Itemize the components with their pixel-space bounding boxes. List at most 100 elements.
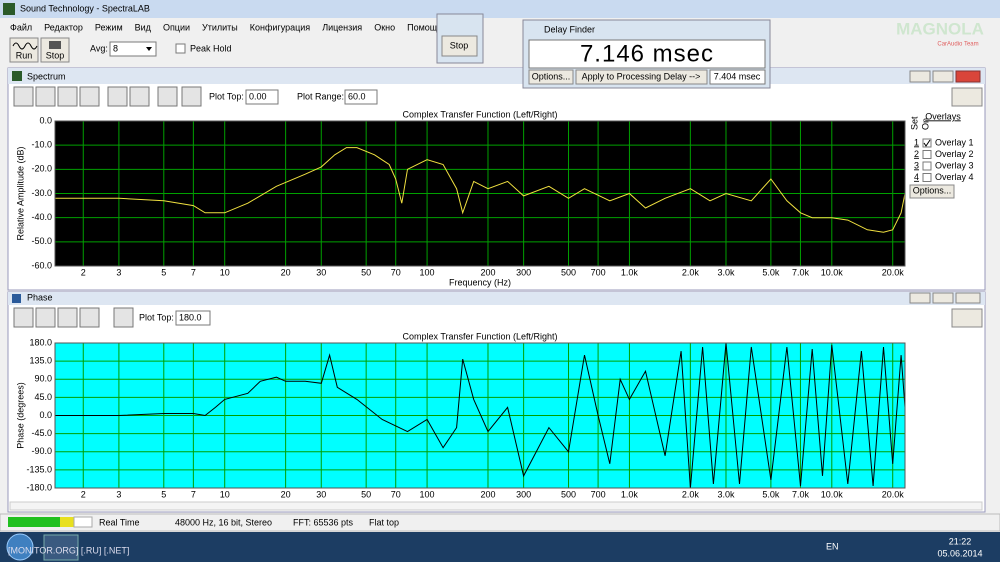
menu-item[interactable]: Конфигурация bbox=[250, 22, 311, 32]
phase-mode-button[interactable] bbox=[951, 308, 983, 328]
watermark-logo: MAGNOLA bbox=[896, 19, 984, 38]
delay-field-value: 7.404 msec bbox=[714, 71, 761, 81]
peak-hold-checkbox[interactable] bbox=[175, 43, 186, 54]
menu-item[interactable]: Помощь bbox=[407, 22, 442, 32]
x-tick-label: 3 bbox=[116, 267, 121, 277]
overlay-checkbox[interactable] bbox=[922, 138, 932, 148]
menu-item[interactable]: Редактор bbox=[44, 22, 83, 32]
overlay-check bbox=[923, 139, 931, 147]
overlays-header: Overlays bbox=[925, 111, 961, 121]
status-bar bbox=[0, 513, 1000, 532]
run-button[interactable] bbox=[9, 37, 39, 63]
x-tick-label: 200 bbox=[480, 267, 495, 277]
y-tick-label: 0.0 bbox=[39, 410, 52, 420]
overlay-index: 2 bbox=[914, 149, 919, 159]
apply-delay-button[interactable] bbox=[575, 69, 708, 85]
overlay-options-button[interactable] bbox=[909, 184, 955, 199]
x-tick-label: 100 bbox=[420, 267, 435, 277]
level-meter-yellow bbox=[60, 517, 74, 527]
menu-item[interactable]: Окно bbox=[374, 22, 395, 32]
y-tick-label: 90.0 bbox=[34, 374, 52, 384]
avg-combo[interactable] bbox=[109, 41, 157, 57]
phase-chart: Complex Transfer Function (Left/Right) Ph… bbox=[15, 331, 906, 499]
spectrum-mode-button[interactable] bbox=[951, 87, 983, 107]
x-tick-label: 2 bbox=[81, 267, 86, 277]
plot-range-input[interactable] bbox=[344, 89, 378, 105]
overlay-checkbox[interactable] bbox=[922, 150, 932, 159]
menu-item[interactable]: Лицензия bbox=[322, 22, 362, 32]
x-tick-label: 100 bbox=[420, 489, 435, 499]
spectrum-title-bar bbox=[8, 68, 985, 84]
minimize[interactable] bbox=[909, 292, 931, 304]
x-tick-label: 20.0k bbox=[882, 489, 905, 499]
menu-item[interactable]: Вид bbox=[135, 22, 152, 32]
window-controls bbox=[909, 70, 981, 83]
phase-plot-top-input[interactable] bbox=[175, 310, 211, 326]
title-bar bbox=[0, 0, 1000, 18]
level-meter-green bbox=[8, 517, 60, 527]
overlay-checkbox[interactable] bbox=[922, 161, 932, 171]
x-tick-label: 7.0k bbox=[792, 267, 810, 277]
taskbar bbox=[0, 532, 1000, 562]
delay-options-button[interactable] bbox=[528, 69, 574, 85]
tool-button bbox=[13, 307, 34, 328]
plot-top-label: Plot Top: bbox=[209, 91, 244, 101]
plot-frame bbox=[54, 120, 906, 267]
start-button[interactable] bbox=[6, 533, 34, 561]
plot-top-input[interactable] bbox=[245, 89, 279, 105]
x-tick-label: 5.0k bbox=[762, 489, 780, 499]
menu-item[interactable]: Файл bbox=[10, 22, 32, 32]
phase-plot-top-label: Plot Top: bbox=[139, 312, 174, 322]
app-icon bbox=[3, 3, 15, 15]
stop-dialog-button[interactable] bbox=[441, 35, 478, 57]
x-tick-label: 7.0k bbox=[792, 489, 810, 499]
overlay-list: 1 Overlay 1 2 Overlay 2 3 Overlay 3 4 Overlay 4 bbox=[914, 137, 974, 182]
menu-item[interactable]: Режим bbox=[95, 22, 123, 32]
minimize[interactable] bbox=[909, 70, 931, 83]
tool-button bbox=[129, 86, 150, 107]
overlay-index: 3 bbox=[914, 160, 919, 170]
overlay-label: Overlay 4 bbox=[935, 172, 974, 182]
maximize[interactable] bbox=[932, 70, 954, 83]
overlay-label: Overlay 1 bbox=[935, 137, 974, 147]
x-tick-label: 5.0k bbox=[762, 267, 780, 277]
close[interactable] bbox=[955, 70, 981, 83]
menu-item[interactable]: Опции bbox=[163, 22, 190, 32]
plot-range-label: Plot Range: bbox=[297, 91, 344, 101]
y-tick-label: -40.0 bbox=[31, 212, 52, 222]
tool-button bbox=[113, 307, 134, 328]
tool-button bbox=[157, 86, 178, 107]
tool-button bbox=[107, 86, 128, 107]
status-mode: Real Time bbox=[99, 517, 140, 527]
avg-value: 8 bbox=[113, 43, 118, 53]
menu-item[interactable]: Утилиты bbox=[202, 22, 238, 32]
clock-time: 21:22 bbox=[949, 536, 972, 546]
x-tick-label: 70 bbox=[391, 267, 401, 277]
x-tick-label: 10.0k bbox=[821, 489, 844, 499]
window-title: Sound Technology - SpectraLAB bbox=[20, 3, 150, 13]
close[interactable] bbox=[955, 292, 981, 304]
series-line bbox=[55, 147, 906, 233]
x-tick-label: 700 bbox=[591, 489, 606, 499]
stop-label: Stop bbox=[46, 50, 65, 60]
x-tick-label: 30 bbox=[316, 267, 326, 277]
x-tick-label: 30 bbox=[316, 489, 326, 499]
stop-dialog-label: Stop bbox=[450, 40, 469, 50]
y-tick-label: -50.0 bbox=[31, 236, 52, 246]
taskbar-app[interactable] bbox=[43, 534, 79, 561]
y-tick-label: -60.0 bbox=[31, 260, 52, 270]
tool-button bbox=[57, 307, 78, 328]
spectrum-chart: Complex Transfer Function (Left/Right) Fr… bbox=[15, 109, 906, 287]
status-format: 48000 Hz, 16 bit, Stereo bbox=[175, 517, 272, 527]
x-tick-label: 5 bbox=[161, 267, 166, 277]
plot-range-value: 60.0 bbox=[348, 91, 366, 101]
spectrum-title: Spectrum bbox=[27, 71, 66, 81]
overlay-checkbox[interactable] bbox=[922, 173, 932, 182]
scrollbar[interactable] bbox=[9, 501, 983, 511]
maximize[interactable] bbox=[932, 292, 954, 304]
y-tick-label: -90.0 bbox=[31, 446, 52, 456]
tool-button bbox=[35, 86, 56, 107]
overlay-label: Overlay 3 bbox=[935, 160, 974, 170]
status-window: Flat top bbox=[369, 517, 399, 527]
